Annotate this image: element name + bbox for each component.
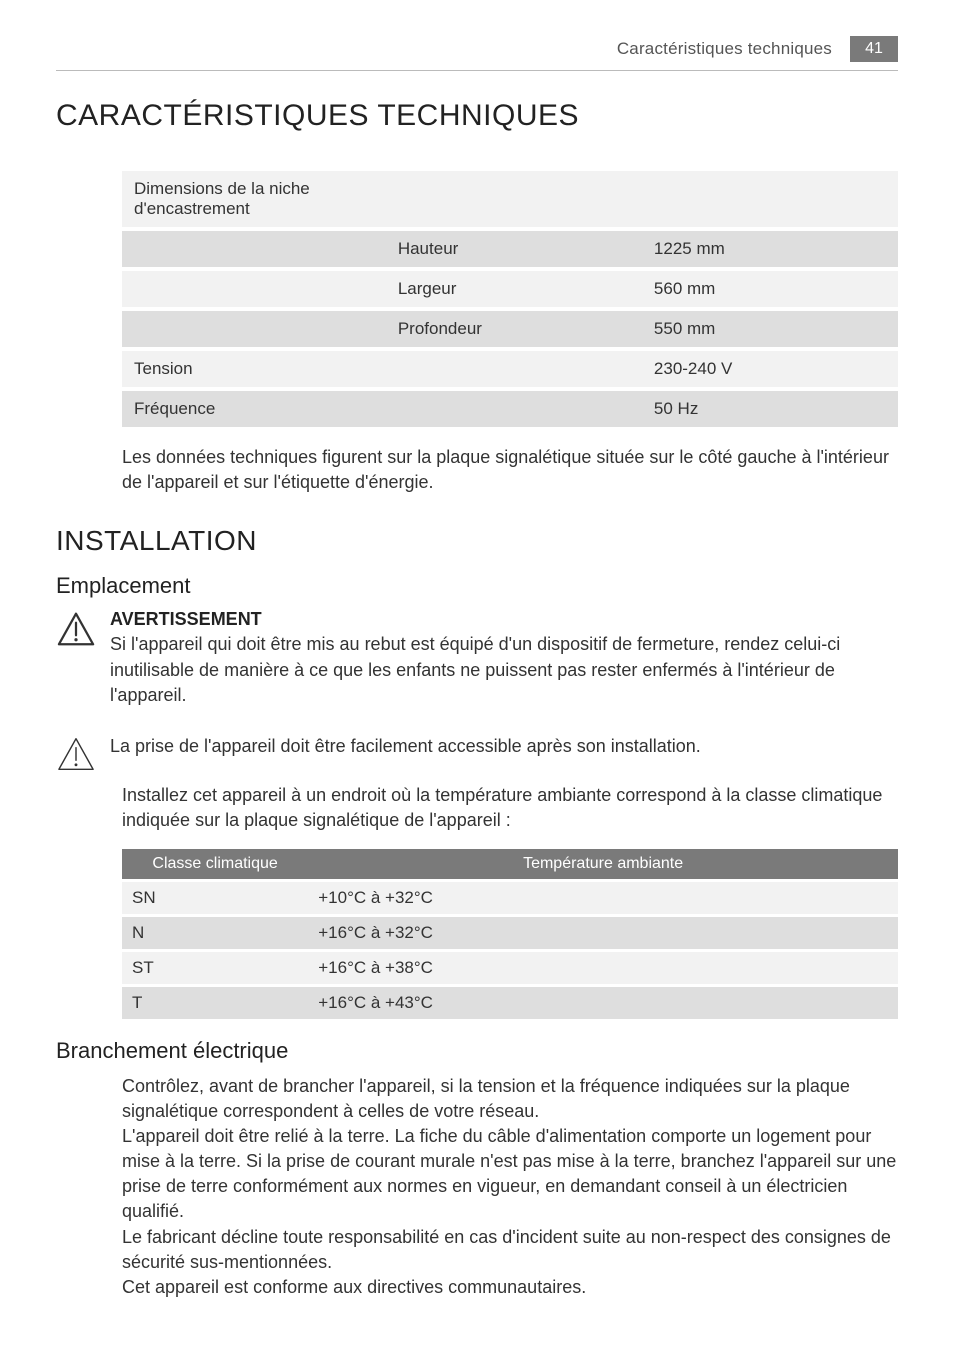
table-row: Largeur560 mm: [122, 271, 898, 307]
specs-cell: [642, 171, 898, 227]
branchement-heading: Branchement électrique: [56, 1038, 898, 1064]
specs-cell: Largeur: [386, 271, 642, 307]
climate-header-temp: Température ambiante: [308, 849, 898, 879]
specs-cell: Dimensions de la niche d'encastrement: [122, 171, 386, 227]
climate-class-cell: T: [122, 987, 308, 1019]
climate-temp-cell: +16°C à +43°C: [308, 987, 898, 1019]
caution-block: La prise de l'appareil doit être facilem…: [56, 734, 898, 783]
branchement-p3: Le fabricant décline toute responsabilit…: [122, 1225, 898, 1275]
climate-header-class: Classe climatique: [122, 849, 308, 879]
warning-label: AVERTISSEMENT: [110, 609, 898, 630]
specs-cell: [386, 171, 642, 227]
specs-cell: 50 Hz: [642, 391, 898, 427]
specs-cell: [386, 391, 642, 427]
page-number-badge: 41: [850, 36, 898, 62]
specs-cell: Fréquence: [122, 391, 386, 427]
climate-class-cell: ST: [122, 952, 308, 984]
emplacement-heading: Emplacement: [56, 573, 898, 599]
specs-cell: [122, 311, 386, 347]
climate-intro: Installez cet appareil à un endroit où l…: [122, 783, 898, 833]
climate-table: Classe climatique Température ambiante S…: [122, 846, 898, 1022]
specs-table: Dimensions de la niche d'encastrementHau…: [122, 167, 898, 431]
table-row: Tension 230-240 V: [122, 351, 898, 387]
climate-class-cell: SN: [122, 882, 308, 914]
table-row: Dimensions de la niche d'encastrement: [122, 171, 898, 227]
climate-class-cell: N: [122, 917, 308, 949]
table-row: T+16°C à +43°C: [122, 987, 898, 1019]
specs-cell: Hauteur: [386, 231, 642, 267]
branchement-p2: L'appareil doit être relié à la terre. L…: [122, 1124, 898, 1225]
caution-text: La prise de l'appareil doit être facilem…: [110, 734, 898, 759]
climate-temp-cell: +16°C à +32°C: [308, 917, 898, 949]
document-page: Caractéristiques techniques 41 CARACTÉRI…: [0, 0, 954, 1340]
climate-temp-cell: +10°C à +32°C: [308, 882, 898, 914]
warning-text: Si l'appareil qui doit être mis au rebut…: [110, 632, 898, 708]
specs-cell: 550 mm: [642, 311, 898, 347]
specs-cell: [122, 271, 386, 307]
specs-cell: Profondeur: [386, 311, 642, 347]
specs-cell: [122, 231, 386, 267]
caution-icon: [56, 736, 96, 777]
specs-cell: 560 mm: [642, 271, 898, 307]
specs-heading: CARACTÉRISTIQUES TECHNIQUES: [56, 99, 898, 133]
table-row: N+16°C à +32°C: [122, 917, 898, 949]
running-title: Caractéristiques techniques: [617, 39, 832, 59]
table-row: SN+10°C à +32°C: [122, 882, 898, 914]
specs-cell: 1225 mm: [642, 231, 898, 267]
specs-cell: Tension: [122, 351, 386, 387]
table-row: Hauteur1225 mm: [122, 231, 898, 267]
specs-cell: 230-240 V: [642, 351, 898, 387]
warning-icon: [56, 611, 96, 652]
table-row: Profondeur550 mm: [122, 311, 898, 347]
header-rule: [56, 70, 898, 71]
warning-block: AVERTISSEMENT Si l'appareil qui doit êtr…: [56, 609, 898, 726]
specs-cell: [386, 351, 642, 387]
installation-heading: INSTALLATION: [56, 525, 898, 557]
page-header: Caractéristiques techniques 41: [56, 36, 898, 62]
climate-temp-cell: +16°C à +38°C: [308, 952, 898, 984]
branchement-p4: Cet appareil est conforme aux directives…: [122, 1275, 898, 1300]
table-row: ST+16°C à +38°C: [122, 952, 898, 984]
specs-note: Les données techniques figurent sur la p…: [122, 445, 898, 495]
table-row: Fréquence 50 Hz: [122, 391, 898, 427]
branchement-p1: Contrôlez, avant de brancher l'appareil,…: [122, 1074, 898, 1124]
